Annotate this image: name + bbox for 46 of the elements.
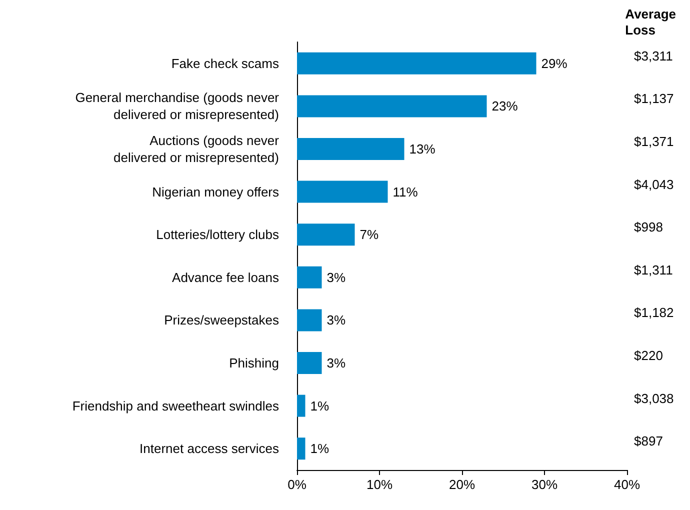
bar bbox=[297, 224, 355, 246]
text: $998 bbox=[634, 220, 663, 235]
x-tick-label: 20% bbox=[448, 477, 476, 492]
y-tick-label: Auctions (goods never delivered or misrepresented) bbox=[114, 133, 280, 165]
text: $3,038 bbox=[634, 390, 674, 406]
y-tick-label: General merchandise (goods never delivered or misrepresented) bbox=[75, 90, 280, 122]
y-tick-label: Advance fee loans bbox=[172, 270, 280, 285]
bar bbox=[297, 266, 322, 288]
data-label: 23% bbox=[492, 98, 518, 114]
y-tick-label: Nigerian money offers bbox=[152, 184, 280, 200]
y-tick-label: Internet access services bbox=[140, 441, 280, 456]
x-tick-label: 0% bbox=[288, 477, 307, 492]
text: $1,371 bbox=[634, 134, 674, 149]
text: $897 bbox=[634, 434, 663, 449]
bar bbox=[297, 309, 322, 332]
bar bbox=[297, 138, 404, 160]
y-tick-label: Friendship and sweetheart swindles bbox=[72, 398, 280, 414]
data-label: 1% bbox=[310, 398, 330, 414]
data-label: 1% bbox=[310, 441, 330, 456]
text: $220 bbox=[634, 348, 663, 363]
bar bbox=[297, 394, 306, 417]
text: Average Loss bbox=[625, 6, 676, 38]
text: $1,182 bbox=[634, 305, 674, 320]
y-tick-label: Lotteries/lottery clubs bbox=[156, 227, 280, 242]
y-tick-label: Prizes/sweepstakes bbox=[164, 312, 280, 328]
x-tick-label: 40% bbox=[614, 477, 640, 492]
data-label: 3% bbox=[326, 312, 346, 328]
x-tick-label: 10% bbox=[366, 477, 393, 492]
data-label: 13% bbox=[409, 142, 436, 156]
data-label: 29% bbox=[541, 56, 568, 71]
text: $1,137 bbox=[634, 91, 674, 106]
x-tick-label: 30% bbox=[531, 477, 558, 492]
y-tick-label: Fake check scams bbox=[171, 56, 280, 71]
data-label: 3% bbox=[326, 356, 346, 370]
data-label: 11% bbox=[392, 184, 418, 200]
text: $1,311 bbox=[634, 262, 673, 278]
bar bbox=[297, 180, 388, 203]
bar bbox=[297, 52, 536, 74]
data-label: 7% bbox=[360, 227, 379, 242]
data-label: 3% bbox=[326, 270, 346, 285]
bar bbox=[297, 95, 487, 118]
bar bbox=[297, 438, 306, 460]
y-tick-label: Phishing bbox=[229, 356, 279, 370]
bar bbox=[297, 352, 322, 374]
text: $3,311 bbox=[634, 48, 673, 64]
text: $4,043 bbox=[634, 176, 674, 192]
